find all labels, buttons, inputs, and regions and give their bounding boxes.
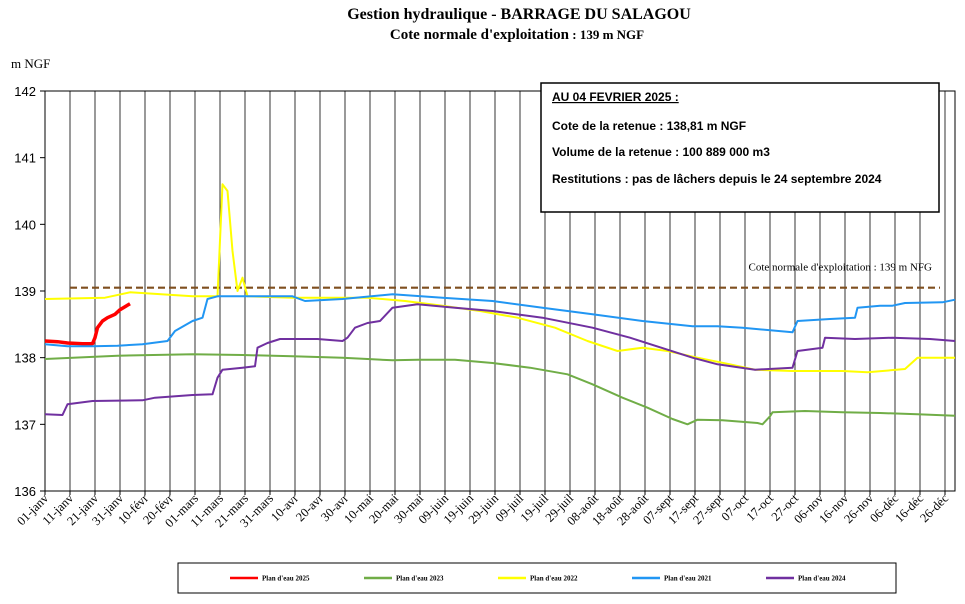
y-tick-label: 142 [14, 84, 36, 99]
legend-label: Plan d'eau 2022 [530, 575, 578, 583]
info-box-heading: AU 04 FEVRIER 2025 : [552, 90, 679, 104]
chart-subtitle-value: : 139 m NGF [569, 27, 644, 42]
chart-subtitle: Cote normale d'exploitation : 139 m NGF [390, 27, 644, 43]
info-box-frame [540, 82, 940, 213]
info-box-releases: Restitutions : pas de lâchers depuis le … [552, 172, 882, 186]
y-tick-label: 139 [14, 284, 36, 299]
reference-line-group: Cote normale d'exploitation : 139 m NFG [70, 262, 940, 289]
y-tick-label: 140 [14, 217, 36, 232]
y-tick-label: 141 [14, 151, 36, 166]
y-tick-label: 136 [14, 484, 36, 499]
legend-label: Plan d'eau 2024 [798, 575, 846, 583]
legend: Plan d'eau 2025 Plan d'eau 2023 Plan d'eau… [177, 562, 897, 594]
reference-line-label: Cote normale d'exploitation : 139 m NFG [749, 262, 933, 274]
info-box-level: Cote de la retenue : 138,81 m NGF [552, 119, 746, 133]
chart-title: Gestion hydraulique - BARRAGE DU SALAGOU [347, 6, 691, 23]
series-lines [44, 183, 956, 426]
x-tick-label: 17-oct [744, 491, 777, 524]
series-line-4 [44, 303, 956, 416]
legend-label: Plan d'eau 2025 [262, 575, 310, 583]
legend-label: Plan d'eau 2021 [664, 575, 712, 583]
x-tick-label: 26-nov [841, 491, 876, 526]
legend-frame [177, 562, 897, 594]
x-tick-label: 07-oct [719, 491, 752, 524]
y-tick-label: 138 [14, 351, 36, 366]
x-tick-label: 26-déc [917, 491, 951, 525]
legend-items: Plan d'eau 2025 Plan d'eau 2023 Plan d'eau… [230, 575, 846, 583]
series-line-0 [44, 302, 131, 346]
x-tick-labels: 01-janv11-janv21-janv31-janv10-févr20-fé… [14, 491, 951, 530]
series-line-3 [44, 293, 956, 348]
y-axis-unit: m NGF [11, 56, 50, 71]
info-box: AU 04 FEVRIER 2025 : Cote de la retenue … [540, 82, 940, 213]
chart-subtitle-main: Cote normale d'exploitation [390, 27, 570, 43]
info-box-volume: Volume de la retenue : 100 889 000 m3 [552, 145, 770, 159]
legend-label: Plan d'eau 2023 [396, 575, 444, 583]
series-line-1 [44, 353, 956, 426]
y-tick-labels: 136 137 138 139 140 141 142 [14, 84, 45, 499]
y-tick-label: 137 [14, 417, 36, 432]
